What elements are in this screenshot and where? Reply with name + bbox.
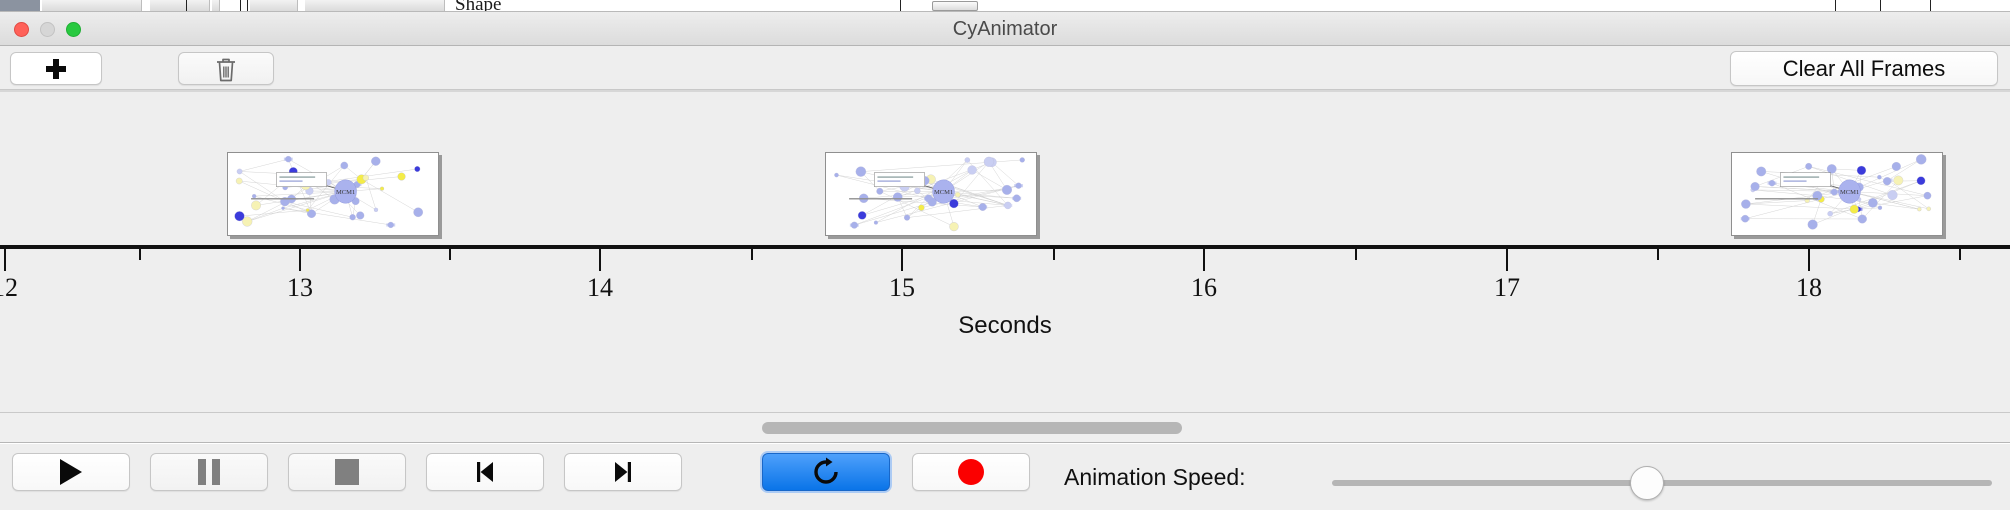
skip-to-start-icon [477,462,493,482]
svg-text:MCM1: MCM1 [336,189,355,196]
skip-to-start-button[interactable] [426,453,544,491]
record-icon [958,459,984,485]
pause-button[interactable] [150,453,268,491]
minimize-button[interactable] [40,22,55,37]
background-window-strip: Shape [0,0,2010,12]
axis-tick-label: 13 [287,273,313,302]
toolbar: Clear All Frames [0,46,2010,90]
timeline-frame-thumbnail[interactable]: MCM1 [227,152,439,236]
axis-tick-label: 16 [1191,273,1217,302]
record-button[interactable] [912,453,1030,491]
play-icon [60,459,82,485]
axis-tick-major [599,247,601,271]
axis-tick-label: 15 [889,273,915,302]
skip-to-end-button[interactable] [564,453,682,491]
timeline-panel[interactable]: MCM1 MCM1 MCM1 12 13 14 15 16 17 18 Seconds [0,90,2010,413]
axis-tick-major [1808,247,1810,271]
clear-all-frames-button[interactable]: Clear All Frames [1730,51,1998,86]
axis-tick-minor [751,247,753,260]
svg-text:MCM1: MCM1 [934,189,953,196]
axis-tick-major [901,247,903,271]
background-window-label: Shape [455,0,502,12]
timeline-frame-thumbnail[interactable]: MCM1 [1731,152,1943,236]
axis-tick-minor [1355,247,1357,260]
axis-tick-minor [1959,247,1961,260]
loop-icon [814,457,838,484]
timeline-frame-thumbnail[interactable]: MCM1 [825,152,1037,236]
trash-icon [217,58,235,81]
delete-frame-button[interactable] [178,52,274,85]
play-button[interactable] [12,453,130,491]
timeline-axis-title: Seconds [958,312,1052,339]
axis-tick-minor [139,247,141,260]
loop-button[interactable] [762,453,890,491]
animation-speed-label: Animation Speed: [1064,464,1246,490]
animation-speed-slider-thumb[interactable] [1630,466,1664,500]
window-titlebar[interactable]: CyAnimator [0,12,2010,46]
stop-icon [335,459,359,485]
timeline-top-divider [0,90,2010,92]
axis-tick-minor [1053,247,1055,260]
timeline-scrollbar-thumb[interactable] [762,422,1182,434]
pause-icon [198,459,220,485]
playback-control-bar: Animation Speed: [0,444,2010,510]
axis-tick-major [299,247,301,271]
axis-tick-major [4,247,6,271]
axis-tick-label: 18 [1796,273,1822,302]
window-controls [14,22,81,37]
axis-tick-minor [449,247,451,260]
axis-tick-label: 12 [0,273,18,302]
close-button[interactable] [14,22,29,37]
svg-text:MCM1: MCM1 [1840,189,1859,196]
background-window-titlebar [0,0,40,11]
axis-tick-major [1203,247,1205,271]
timeline-scrollbar-track[interactable] [0,413,2010,443]
stop-button[interactable] [288,453,406,491]
zoom-button[interactable] [66,22,81,37]
animation-speed-slider[interactable] [1332,466,1992,500]
axis-tick-minor [1657,247,1659,260]
axis-tick-major [1506,247,1508,271]
add-frame-button[interactable] [10,52,102,85]
skip-to-end-icon [615,462,631,482]
plus-icon [46,58,66,79]
window-title: CyAnimator [952,18,1058,40]
axis-tick-label: 17 [1494,273,1520,302]
timeline-axis-line [0,245,2010,249]
axis-tick-label: 14 [587,273,613,302]
